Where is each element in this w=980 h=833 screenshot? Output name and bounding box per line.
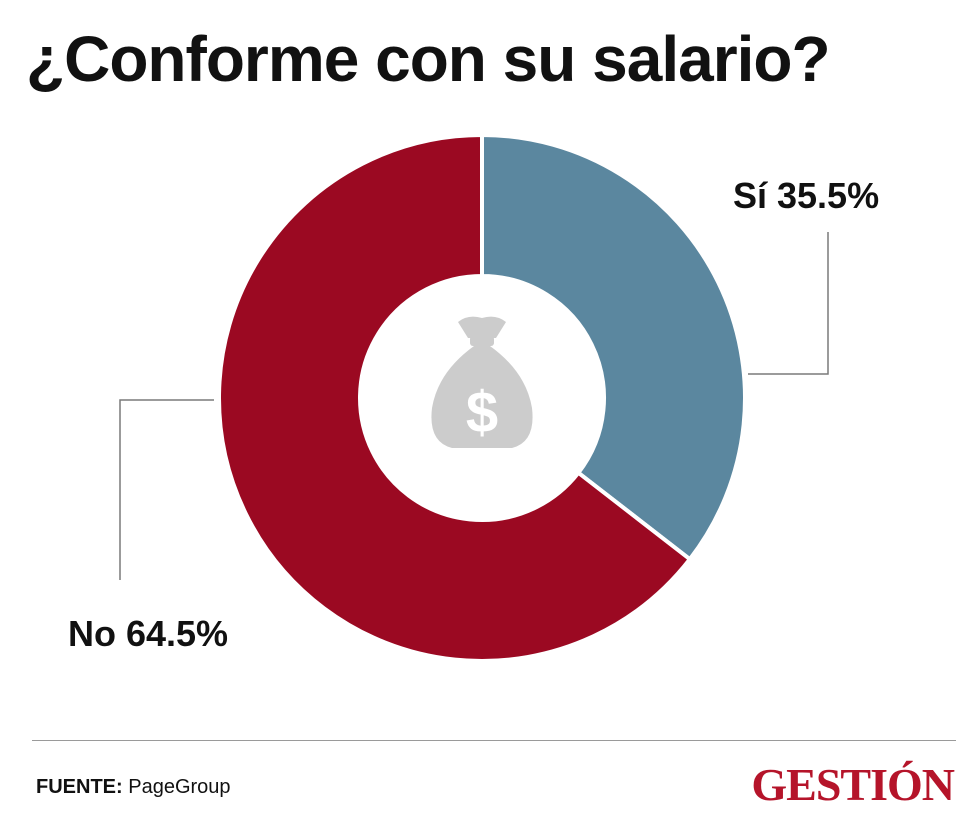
slice-label-si: Sí 35.5% <box>733 175 879 216</box>
source-value: PageGroup <box>128 776 231 798</box>
brand-logo: GESTIÓN <box>751 759 955 810</box>
leader-line-no <box>119 399 214 580</box>
slice-label-no: No 64.5% <box>68 613 228 654</box>
chart-title: ¿Conforme con su salario? <box>26 23 831 95</box>
dollar-sign: $ <box>466 380 498 445</box>
footer-divider <box>32 740 956 741</box>
donut-slice-si <box>480 132 747 563</box>
leader-line-si <box>748 232 829 375</box>
donut-slices <box>217 132 747 663</box>
donut-slice-no <box>217 132 693 663</box>
source-label: FUENTE: <box>36 776 123 798</box>
source-credit: FUENTE: PageGroup <box>36 776 231 799</box>
money-bag-icon <box>431 316 533 448</box>
